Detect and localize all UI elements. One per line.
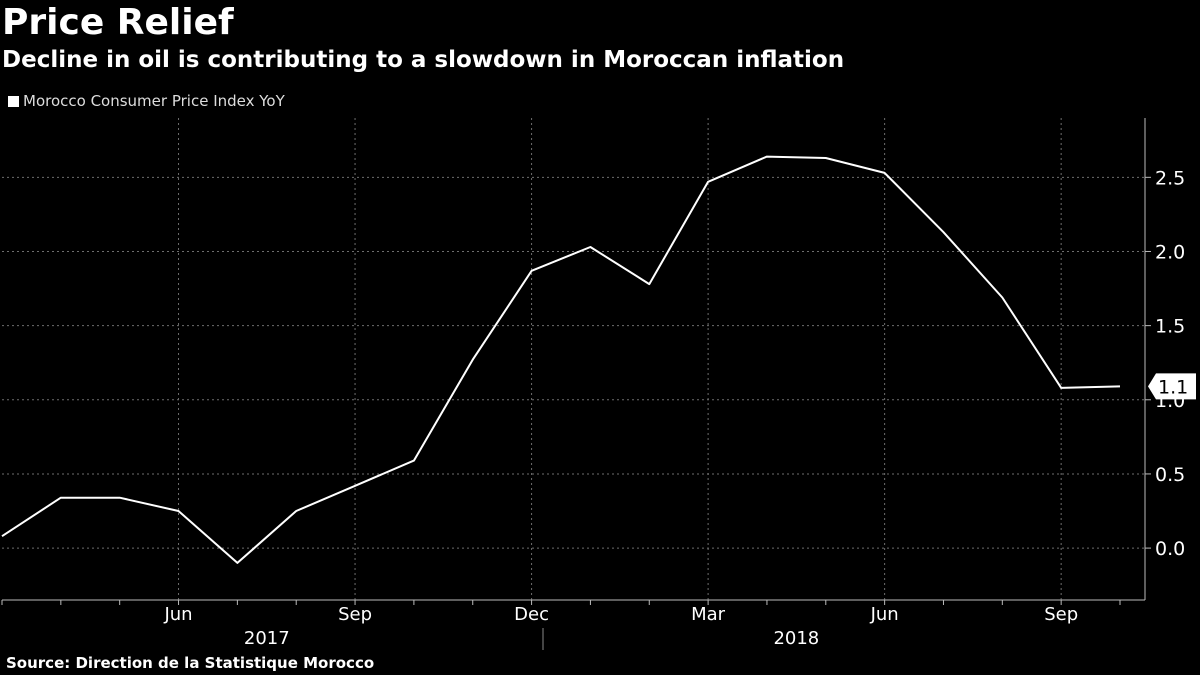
x-tick-label: Sep <box>1044 604 1078 625</box>
chart-subtitle: Decline in oil is contributing to a slow… <box>2 47 845 73</box>
chart-title: Price Relief <box>2 2 234 43</box>
y-tick-label: 1.5 <box>1155 316 1185 338</box>
legend-label: Morocco Consumer Price Index YoY <box>23 92 285 110</box>
series-layer <box>1 155 1121 564</box>
x-tick-label: Jun <box>163 604 192 625</box>
x-tick-label: Jun <box>870 604 899 625</box>
x-tick-label: Mar <box>691 604 726 625</box>
last-value-badge <box>1148 373 1196 400</box>
year-label: 2018 <box>773 628 819 649</box>
y-tick-label: 2.0 <box>1155 241 1185 263</box>
grid-layer <box>2 118 1145 600</box>
x-tick-label: Dec <box>514 604 549 625</box>
legend-swatch <box>8 95 19 107</box>
axis-layer <box>1 118 1151 650</box>
x-tick-label: Sep <box>338 604 372 625</box>
source-note: Source: Direction de la Statistique Moro… <box>6 654 375 672</box>
y-tick-label: 2.5 <box>1155 167 1185 189</box>
y-tick-label: 0.0 <box>1155 538 1185 560</box>
legend: Morocco Consumer Price Index YoY <box>8 92 285 110</box>
year-label: 2017 <box>244 628 290 649</box>
last-value-label: 1.1 <box>1158 376 1188 398</box>
y-tick-label: 0.5 <box>1155 464 1185 486</box>
series-line <box>1 155 1121 564</box>
